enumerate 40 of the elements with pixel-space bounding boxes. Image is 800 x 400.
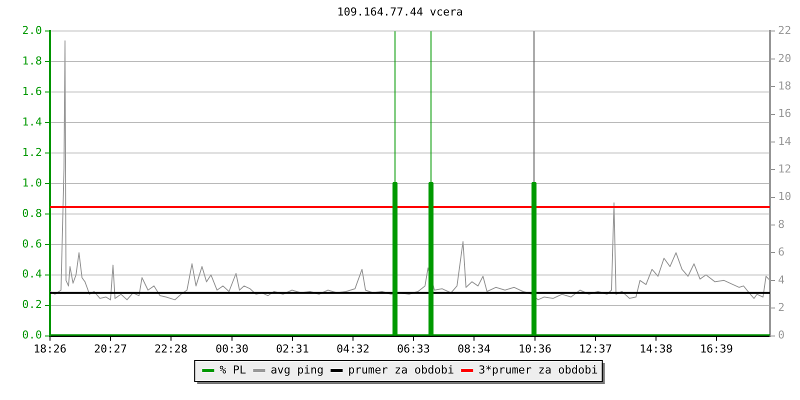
y2-tick-label: 12 [778, 162, 792, 176]
y2-tick-label: 18 [778, 79, 792, 92]
y2-tick-label: 10 [778, 190, 792, 204]
x-tick-label: 06:33 [396, 342, 430, 356]
x-tick-label: 18:26 [33, 342, 67, 356]
x-tick-label: 08:34 [457, 342, 491, 356]
y2-tick-label: 22 [778, 24, 792, 38]
x-tick-label: 20:27 [94, 342, 128, 356]
y-tick-label: 1.0 [22, 176, 42, 190]
legend-label: % PL [220, 363, 247, 376]
x-tick-label: 00:30 [215, 342, 249, 356]
x-tick-label: 04:32 [336, 342, 370, 356]
x-tick-label: 12:37 [578, 342, 612, 356]
x-tick-label: 14:38 [639, 342, 673, 356]
y-tick-label: 1.4 [22, 115, 42, 128]
x-tick-label: 02:31 [276, 342, 310, 356]
y-tick-label: 1.8 [22, 54, 42, 68]
y2-tick-label: 6 [778, 246, 785, 259]
y2-tick-label: 4 [778, 273, 785, 286]
x-tick-label: 16:39 [700, 342, 734, 356]
y-tick-label: 1.6 [22, 84, 42, 98]
y2-tick-label: 0 [778, 328, 785, 342]
y-tick-label: 0.2 [22, 298, 42, 312]
y-tick-label: 0.0 [22, 328, 42, 342]
x-tick-label: 10:36 [518, 342, 552, 356]
y-tick-label: 0.6 [22, 237, 42, 250]
legend-label: prumer za obdobi [348, 363, 454, 376]
y2-tick-label: 8 [778, 218, 785, 231]
y2-tick-label: 2 [778, 300, 785, 314]
x-tick-label: 22:28 [154, 342, 188, 356]
chart-title: 109.164.77.44 vcera [337, 5, 463, 18]
y-tick-label: 0.4 [22, 268, 42, 281]
y-tick-label: 2.0 [22, 24, 42, 38]
y-tick-label: 0.8 [22, 206, 42, 220]
y2-tick-label: 16 [778, 107, 792, 120]
y2-tick-label: 14 [778, 134, 792, 148]
legend-label: avg ping [270, 363, 324, 376]
y2-tick-label: 20 [778, 52, 792, 65]
legend-label: 3*prumer za obdobi [478, 363, 598, 376]
y-tick-label: 1.2 [22, 146, 42, 159]
